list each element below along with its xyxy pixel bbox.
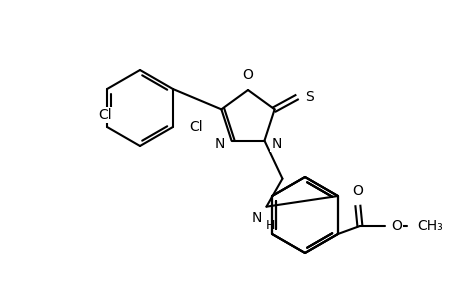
Text: O: O	[390, 219, 401, 233]
Text: S: S	[304, 90, 313, 104]
Text: H: H	[265, 219, 274, 232]
Text: Cl: Cl	[98, 108, 112, 122]
Text: CH₃: CH₃	[416, 219, 442, 233]
Text: Cl: Cl	[189, 120, 202, 134]
Text: N: N	[214, 137, 224, 151]
Text: N: N	[271, 137, 281, 151]
Text: O: O	[242, 68, 253, 82]
Text: O: O	[352, 184, 363, 198]
Text: N: N	[252, 211, 262, 225]
